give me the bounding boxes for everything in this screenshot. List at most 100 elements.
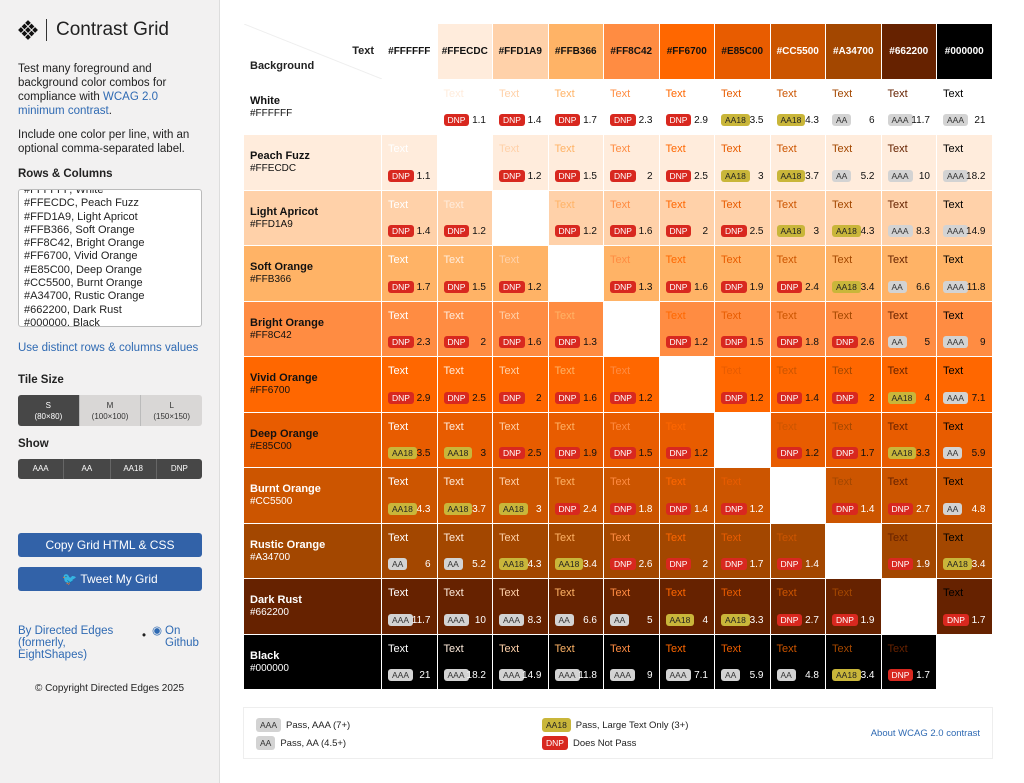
wcag-link[interactable]: WCAG 2.0 minimum contrast bbox=[18, 91, 158, 117]
grid-cell: Text AA 5 bbox=[603, 578, 660, 635]
contrast-ratio: 1.5 bbox=[749, 337, 764, 348]
show-aaa-toggle[interactable]: AAA bbox=[18, 459, 65, 479]
level-badge: AA bbox=[554, 613, 574, 626]
grid-cell: Text AA18 3.4 bbox=[547, 522, 604, 579]
level-badge: DNP bbox=[554, 447, 581, 459]
contrast-ratio: 18.2 bbox=[466, 670, 486, 681]
tile-size-l[interactable]: L (150×150) bbox=[141, 395, 202, 426]
level-badge: AA18 bbox=[499, 502, 528, 515]
grid-cell: Text AA18 3.4 bbox=[936, 522, 993, 579]
grid-cell: Text DNP 1.2 bbox=[658, 411, 715, 468]
level-badge: DNP bbox=[554, 502, 581, 515]
grid-cell: Text DNP 2.6 bbox=[603, 522, 660, 579]
sample-text: Text bbox=[887, 365, 908, 377]
grid-cell: Text DNP 2 bbox=[492, 356, 549, 413]
level-badge: AA18 bbox=[443, 447, 473, 459]
show-dnp-toggle[interactable]: DNP bbox=[156, 459, 202, 479]
row-hex: #A34700 bbox=[250, 551, 291, 563]
grid-cell: Text DNP 2.4 bbox=[547, 467, 604, 524]
grid-cell: Text DNP 1.2 bbox=[547, 189, 604, 246]
contrast-ratio: 1.5 bbox=[583, 170, 597, 182]
row-header: Deep Orange #E85C00 bbox=[243, 411, 382, 468]
contrast-ratio: 2 bbox=[702, 559, 708, 570]
github-link[interactable]: On Github bbox=[165, 625, 199, 649]
level-badge: DNP bbox=[887, 669, 914, 681]
sample-text: Text bbox=[776, 143, 797, 155]
row-label: Deep Orange bbox=[250, 427, 319, 440]
contrast-ratio: 1.6 bbox=[638, 226, 653, 237]
sample-text: Text bbox=[499, 642, 520, 655]
grid-row: Soft Orange #FFB366 Text DNP 1.7 Text DNP 1.5 Te… bbox=[243, 245, 993, 302]
level-badge: AA bbox=[776, 669, 796, 681]
distinct-rows-columns-link[interactable]: Use distinct rows & columns values bbox=[18, 342, 199, 354]
grid-cell: Text AA18 4.3 bbox=[825, 189, 882, 246]
row-hex: #FFD1A9 bbox=[250, 218, 293, 230]
sample-text: Text bbox=[665, 143, 686, 155]
contrast-ratio: 1.1 bbox=[416, 170, 431, 182]
level-badge: AA18 bbox=[554, 558, 584, 570]
level-badge: AA18 bbox=[721, 169, 750, 182]
grid-cell: Text DNP 2.3 bbox=[381, 300, 438, 357]
contrast-ratio: 11.7 bbox=[411, 614, 431, 626]
column-hex: #FFECDC bbox=[441, 45, 488, 57]
level-badge: DNP bbox=[776, 447, 803, 459]
level-badge: DNP bbox=[554, 169, 581, 182]
grid-cell: Text DNP 1.6 bbox=[658, 245, 715, 302]
contrast-ratio: 11.8 bbox=[966, 281, 986, 293]
level-badge: AAA bbox=[388, 669, 414, 681]
grid-cell: Text AA 5.2 bbox=[436, 522, 493, 579]
level-badge: AA18 bbox=[776, 169, 806, 182]
level-badge: AAA bbox=[554, 669, 580, 681]
tweet-button[interactable]: 🐦 Tweet My Grid bbox=[18, 567, 202, 591]
level-badge: DNP bbox=[776, 336, 803, 348]
grid-cell: Text AAA 21 bbox=[381, 633, 438, 690]
about-wcag-link[interactable]: About WCAG 2.0 contrast bbox=[870, 728, 980, 739]
level-badge: AA18 bbox=[721, 613, 750, 626]
contrast-ratio: 4.8 bbox=[805, 670, 819, 681]
contrast-ratio: 5.9 bbox=[971, 448, 986, 459]
sample-text: Text bbox=[610, 365, 631, 377]
grid-cell: Text AAA 11.7 bbox=[381, 578, 438, 635]
contrast-ratio: 2 bbox=[702, 226, 708, 237]
level-badge: DNP bbox=[554, 336, 581, 348]
level-badge: DNP bbox=[610, 502, 636, 515]
sample-text: Text bbox=[776, 87, 797, 100]
rows-columns-textarea[interactable]: #FFFFFF, White #FFECDC, Peach Fuzz #FFD1… bbox=[18, 189, 202, 327]
tile-size-s[interactable]: S (80×80) bbox=[18, 395, 80, 426]
grid-cell: Text AA 6 bbox=[825, 78, 882, 135]
intro-text: Test many foreground and background colo… bbox=[18, 62, 201, 118]
column-hex: #FF6700 bbox=[666, 45, 707, 57]
grid-cell: Text DNP 2.5 bbox=[714, 189, 771, 246]
sample-text: Text bbox=[499, 587, 520, 599]
level-badge: AA bbox=[832, 169, 852, 182]
contrast-ratio: 1.7 bbox=[749, 559, 764, 570]
level-badge: DNP bbox=[887, 558, 914, 570]
show-aa-toggle[interactable]: AA bbox=[64, 459, 111, 479]
grid-cell: Text DNP 1.5 bbox=[603, 411, 660, 468]
show-aa18-toggle[interactable]: AA18 bbox=[110, 459, 157, 479]
contrast-ratio: 4.3 bbox=[416, 503, 431, 515]
level-badge: DNP bbox=[443, 114, 470, 126]
grid-cell: Text AAA 18.2 bbox=[436, 633, 493, 690]
grid-cell: Text DNP 1.7 bbox=[825, 411, 882, 468]
contrast-ratio: 2.9 bbox=[416, 392, 431, 404]
level-badge: DNP bbox=[776, 613, 803, 626]
sample-text: Text bbox=[499, 254, 520, 266]
tile-dimensions: (80×80) bbox=[34, 412, 63, 421]
directed-edges-link[interactable]: By Directed Edges (formerly, EightShapes… bbox=[18, 625, 114, 661]
level-badge: AA bbox=[832, 114, 852, 126]
legend-text: Does Not Pass bbox=[572, 737, 637, 749]
tile-size-m[interactable]: M (100×100) bbox=[79, 395, 142, 426]
row-label: Rustic Orange bbox=[250, 538, 326, 551]
level-badge: AAA bbox=[499, 669, 525, 681]
sample-text: Text bbox=[499, 476, 520, 488]
grid-cell: Text DNP 1.4 bbox=[769, 522, 826, 579]
contrast-ratio: 4 bbox=[702, 614, 708, 626]
grid-cell: Text DNP 2.9 bbox=[658, 78, 715, 135]
copy-grid-button[interactable]: Copy Grid HTML & CSS bbox=[18, 533, 202, 557]
sample-text: Text bbox=[610, 642, 631, 655]
sample-text: Text bbox=[887, 87, 908, 100]
sample-text: Text bbox=[388, 198, 409, 211]
sample-text: Text bbox=[443, 309, 464, 322]
contrast-ratio: 3.5 bbox=[749, 115, 764, 126]
